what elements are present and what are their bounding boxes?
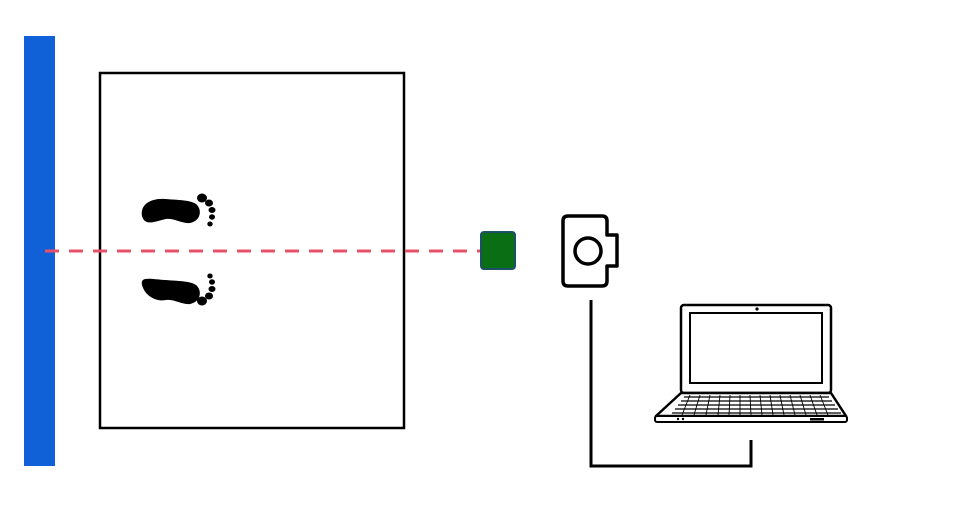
sensor-square	[480, 231, 516, 270]
laptop-icon	[654, 303, 848, 423]
upper-foot-icon	[141, 193, 216, 227]
footprints-icon	[141, 193, 216, 306]
cable-line	[589, 300, 753, 468]
camera-icon	[561, 214, 619, 288]
lower-foot-icon	[141, 273, 216, 306]
